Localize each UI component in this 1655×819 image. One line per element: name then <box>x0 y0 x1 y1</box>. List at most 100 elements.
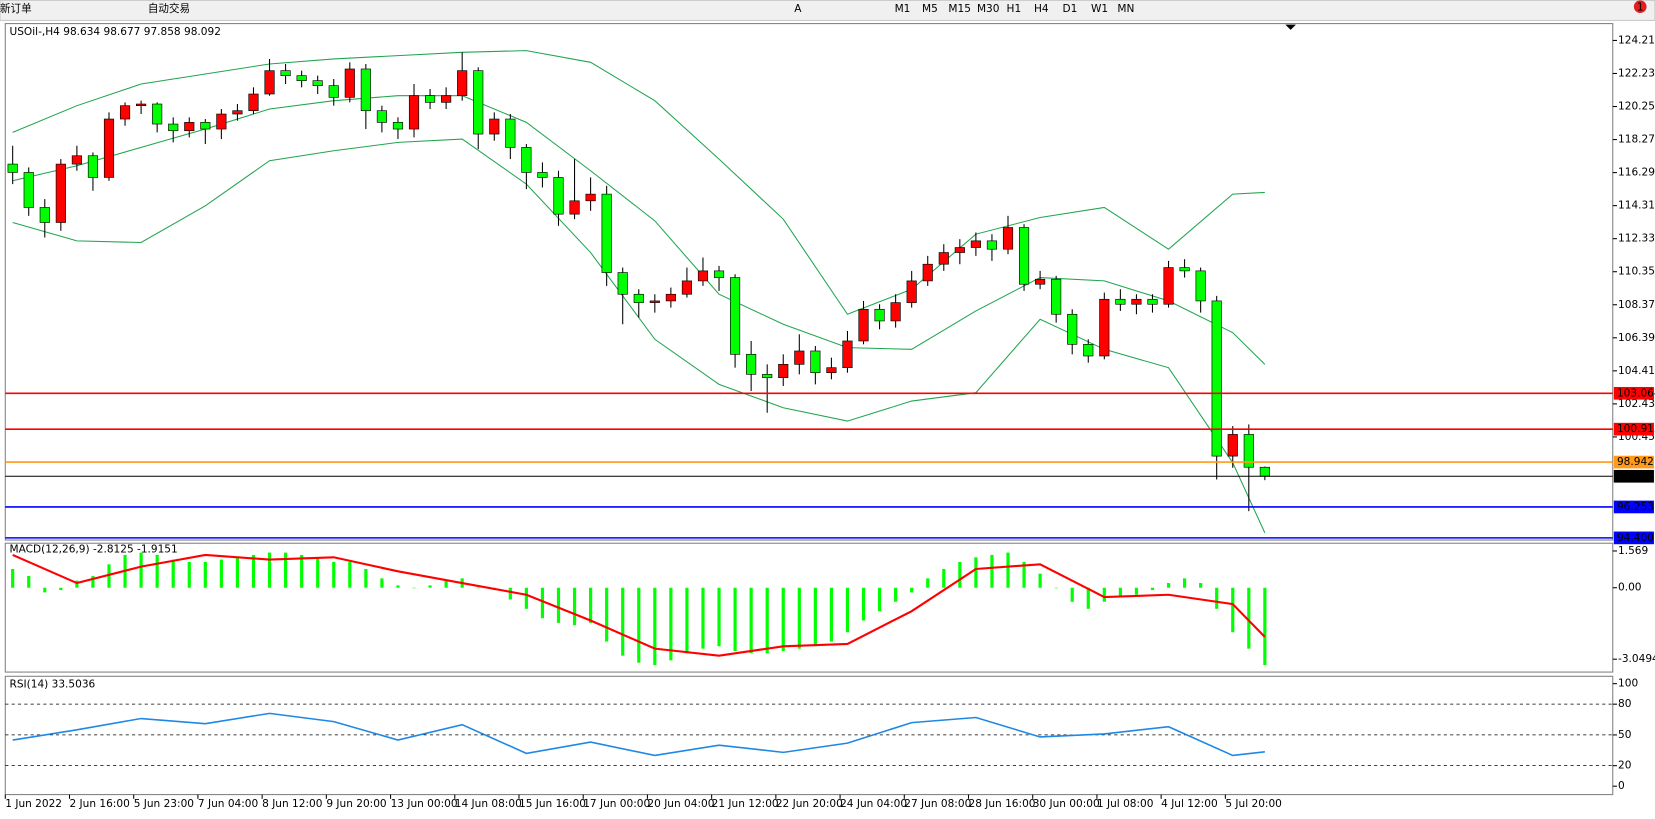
x-tick-label: 17 Jun 00:00 <box>583 798 650 810</box>
toolbar-button[interactable]: D1 <box>1062 3 1077 15</box>
macd-bar <box>187 561 191 588</box>
macd-bar <box>733 587 737 651</box>
candle-body <box>778 364 789 379</box>
candle-body <box>376 110 387 123</box>
price-label-box <box>1613 469 1654 483</box>
macd-bar <box>1263 587 1267 666</box>
price-label: 94.400 <box>1617 532 1654 544</box>
chart-title: USOil-,H4 98.634 98.677 97.858 98.092 <box>10 26 221 38</box>
macd-bar <box>1070 587 1074 602</box>
candle-body <box>1163 267 1174 305</box>
macd-bar <box>1022 561 1026 588</box>
price-label: 98.942 <box>1617 456 1654 468</box>
candle-body <box>1018 227 1030 285</box>
y-tick-label: -3.0494 <box>1618 653 1655 665</box>
y-tick-label: 108.370 <box>1618 299 1655 311</box>
macd-bar <box>813 587 817 647</box>
macd-bar <box>1199 583 1203 588</box>
candle-body <box>296 75 307 81</box>
macd-bar <box>300 554 304 588</box>
price-label-box <box>1613 422 1654 436</box>
toolbar-button[interactable]: MN <box>1117 3 1134 15</box>
macd-bar <box>1086 587 1090 609</box>
y-tick-label: 120.250 <box>1618 101 1655 113</box>
macd-bar <box>540 587 545 619</box>
toolbar-button[interactable]: M15 <box>948 3 971 15</box>
toolbar-button[interactable]: M1 <box>895 3 911 15</box>
y-tick-label: 80 <box>1618 698 1632 710</box>
toolbar-button[interactable]: H4 <box>1034 3 1049 15</box>
macd-bar <box>605 587 609 642</box>
macd-bar <box>107 564 111 588</box>
y-tick-label: 110.350 <box>1618 266 1655 278</box>
x-tick-label: 2 Jun 16:00 <box>69 798 130 810</box>
macd-bar <box>990 554 994 588</box>
toolbar-button[interactable]: M30 <box>977 3 1000 15</box>
candle-body <box>826 367 837 373</box>
bollinger-band <box>12 138 1266 534</box>
macd-bar <box>364 568 368 588</box>
toolbar-button[interactable]: 新订单 <box>0 2 32 15</box>
candle-body <box>553 177 564 215</box>
macd-bar <box>316 557 320 588</box>
macd-bar <box>508 587 512 600</box>
macd-bar <box>1166 583 1171 588</box>
candle-body <box>1147 298 1158 305</box>
macd-bar <box>589 587 593 623</box>
notification-count: 1 <box>1637 2 1644 14</box>
macd-bar <box>139 552 143 588</box>
candle-body <box>39 207 50 223</box>
toolbar-button[interactable]: H1 <box>1007 3 1022 15</box>
y-tick-label: 124.210 <box>1618 34 1655 46</box>
bollinger-band <box>12 50 1265 315</box>
x-tick-label: 21 Jun 12:00 <box>712 798 779 810</box>
macd-bar <box>75 580 79 588</box>
shift-marker <box>1285 24 1296 30</box>
y-tick-label: 104.410 <box>1618 365 1655 377</box>
x-tick-label: 20 Jun 04:00 <box>647 798 714 810</box>
candle-body <box>264 70 275 95</box>
toolbar-button[interactable]: A <box>794 3 802 15</box>
candle-body <box>730 277 741 355</box>
y-tick-label: 116.290 <box>1618 167 1655 179</box>
candle-body <box>858 308 869 342</box>
candle-body <box>1115 298 1126 305</box>
y-tick-label: 112.330 <box>1618 233 1655 245</box>
candle-body <box>1131 298 1142 305</box>
candle-body <box>216 113 227 130</box>
x-tick-label: 5 Jun 23:00 <box>134 798 195 810</box>
y-tick-label: 20 <box>1618 760 1632 772</box>
notification-badge[interactable] <box>1633 0 1647 14</box>
macd-bar <box>637 587 641 663</box>
macd-bar <box>1231 587 1235 633</box>
macd-bar <box>717 587 721 647</box>
candle-body <box>746 354 757 375</box>
macd-bar <box>155 554 159 588</box>
candle-body <box>457 70 468 96</box>
price-label: 100.915 <box>1617 423 1655 435</box>
macd-bar <box>412 587 416 589</box>
candle-body <box>906 280 917 303</box>
toolbar-button[interactable]: M5 <box>922 3 938 15</box>
candle-body <box>232 110 243 115</box>
macd-bar <box>1038 573 1042 588</box>
macd-bar <box>219 559 223 588</box>
candle-body <box>1051 278 1062 315</box>
x-tick-label: 7 Jun 04:00 <box>198 798 259 810</box>
candle-body <box>842 340 853 368</box>
macd-bar <box>749 587 753 654</box>
candle-body <box>312 80 323 86</box>
macd-bar <box>1215 587 1219 609</box>
candle-body <box>505 118 516 148</box>
macd-bar <box>910 587 914 593</box>
candle-body <box>23 172 34 208</box>
toolbar-button[interactable]: 自动交易 <box>148 2 190 15</box>
candle-body <box>617 272 628 295</box>
x-tick-label: 28 Jun 16:00 <box>968 798 1035 810</box>
macd-bar <box>396 585 400 588</box>
y-tick-label: 1.569 <box>1618 545 1648 557</box>
candle-body <box>280 70 291 76</box>
toolbar-button[interactable]: W1 <box>1091 3 1108 15</box>
candle-body <box>1259 466 1270 477</box>
